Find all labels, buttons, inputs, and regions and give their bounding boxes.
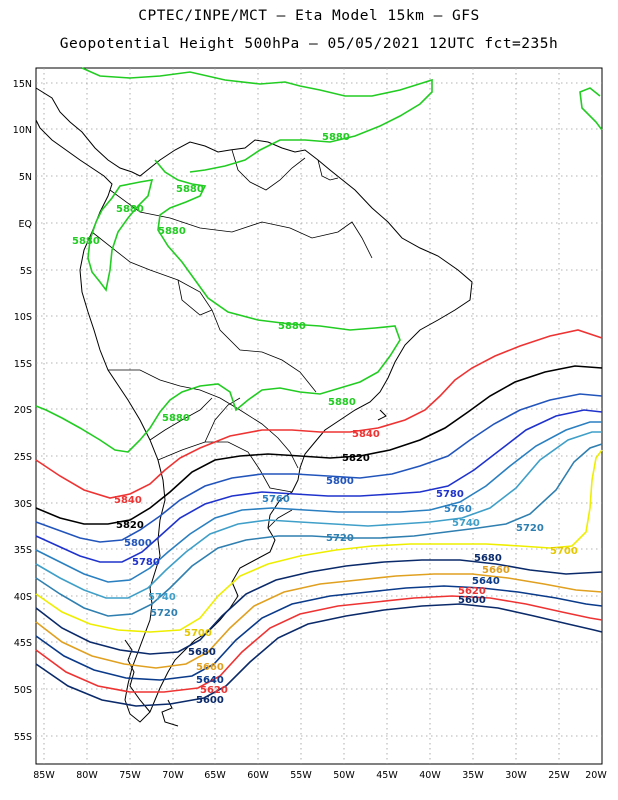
label-5640-b: 5640 <box>196 675 224 686</box>
lat-label: 10S <box>14 312 32 323</box>
contour-labels: 5880 5880 5880 5880 5880 5880 5880 5880 … <box>72 132 578 706</box>
lat-label: 25S <box>14 452 32 463</box>
contour-5800 <box>35 393 603 543</box>
label-5880-c: 5880 <box>116 204 144 215</box>
lon-label: 80W <box>76 770 98 781</box>
contour-5680 <box>35 559 603 655</box>
lat-axis-labels: 15N 10N 5N EQ 5S 10S 15S 20S 25S 30S 35S… <box>13 79 32 743</box>
label-5680-b: 5680 <box>188 647 216 658</box>
lon-label: 50W <box>333 770 355 781</box>
label-5880-a: 5880 <box>322 132 350 143</box>
label-5880-e: 5880 <box>72 236 100 247</box>
lat-label: 45S <box>14 638 32 649</box>
contour-5740 <box>35 431 602 599</box>
label-5700-b: 5700 <box>184 628 212 639</box>
contour-5820 <box>35 365 603 525</box>
label-5820-a: 5820 <box>342 453 370 464</box>
contour-5700 <box>35 449 603 633</box>
coastlines <box>35 87 473 727</box>
label-5660-a: 5660 <box>482 565 510 576</box>
lon-label: 75W <box>119 770 141 781</box>
lon-label: 65W <box>204 770 226 781</box>
lon-label: 45W <box>376 770 398 781</box>
label-5880-h: 5880 <box>162 413 190 424</box>
label-5600-b: 5600 <box>196 695 224 706</box>
contour-5840-north <box>35 329 603 499</box>
label-5620-b: 5620 <box>200 685 228 696</box>
label-5660-b: 5660 <box>196 662 224 673</box>
lat-label: 10N <box>13 125 32 136</box>
contour-5880-north <box>81 67 433 173</box>
lat-label: 15S <box>14 359 32 370</box>
contour-5760 <box>35 421 602 583</box>
map-frame <box>35 67 603 765</box>
label-5740-b: 5740 <box>148 592 176 603</box>
title-line-2: Geopotential Height 500hPa – 05/05/2021 … <box>59 36 559 52</box>
lon-axis-labels: 85W 80W 75W 70W 65W 60W 55W 50W 45W 40W … <box>33 770 607 781</box>
label-5720-b: 5720 <box>326 533 354 544</box>
contour-5600 <box>35 603 603 707</box>
label-5840-a: 5840 <box>352 429 380 440</box>
lat-label: 55S <box>14 732 32 743</box>
label-5680-a: 5680 <box>474 553 502 564</box>
lon-label: 25W <box>548 770 570 781</box>
contour-5720 <box>35 443 603 617</box>
label-5720-a: 5720 <box>516 523 544 534</box>
contour-5620 <box>35 595 603 693</box>
lat-label: 40S <box>14 592 32 603</box>
label-5780-a: 5780 <box>436 489 464 500</box>
contour-5880-east <box>579 87 603 131</box>
label-5780-b: 5760 <box>262 494 290 505</box>
lon-label: 60W <box>247 770 269 781</box>
lat-label: 5N <box>19 172 32 183</box>
label-5880-b: 5880 <box>176 184 204 195</box>
label-5640-a: 5640 <box>472 576 500 587</box>
lon-label: 30W <box>505 770 527 781</box>
contour-lines <box>35 67 603 707</box>
contour-5660 <box>35 573 603 669</box>
label-5620-a: 5620 <box>458 586 486 597</box>
label-5880-f: 5880 <box>278 321 306 332</box>
contour-5880-andes <box>35 159 401 453</box>
lon-label: 85W <box>33 770 55 781</box>
label-5820-b: 5820 <box>116 520 144 531</box>
label-5740-a: 5740 <box>452 518 480 529</box>
lat-label: 30S <box>14 499 32 510</box>
title-line-1: CPTEC/INPE/MCT – Eta Model 15km – GFS <box>138 8 480 24</box>
label-5880-d: 5880 <box>158 226 186 237</box>
label-5800-b: 5800 <box>124 538 152 549</box>
lat-label: 50S <box>14 685 32 696</box>
label-5880-g: 5880 <box>328 397 356 408</box>
label-5760-a: 5760 <box>444 504 472 515</box>
lon-label: 55W <box>290 770 312 781</box>
lon-label: 70W <box>162 770 184 781</box>
lon-label: 20W <box>585 770 607 781</box>
contour-5640 <box>35 585 603 681</box>
label-5780-c: 5780 <box>132 557 160 568</box>
lon-label: 35W <box>462 770 484 781</box>
contour-5780 <box>35 409 603 563</box>
lat-label: 5S <box>20 266 32 277</box>
label-5840-b: 5840 <box>114 495 142 506</box>
lat-label: 15N <box>13 79 32 90</box>
lat-label: 35S <box>14 545 32 556</box>
label-5720-c: 5720 <box>150 608 178 619</box>
lat-label: 20S <box>14 405 32 416</box>
chart-titles: CPTEC/INPE/MCT – Eta Model 15km – GFS Ge… <box>0 0 618 62</box>
contour-5880-loop <box>87 179 154 292</box>
lon-label: 40W <box>419 770 441 781</box>
lat-label: EQ <box>19 219 32 230</box>
label-5700-a: 5700 <box>550 546 578 557</box>
label-5600-a: 5600 <box>458 595 486 606</box>
label-5800-a: 5800 <box>326 476 354 487</box>
